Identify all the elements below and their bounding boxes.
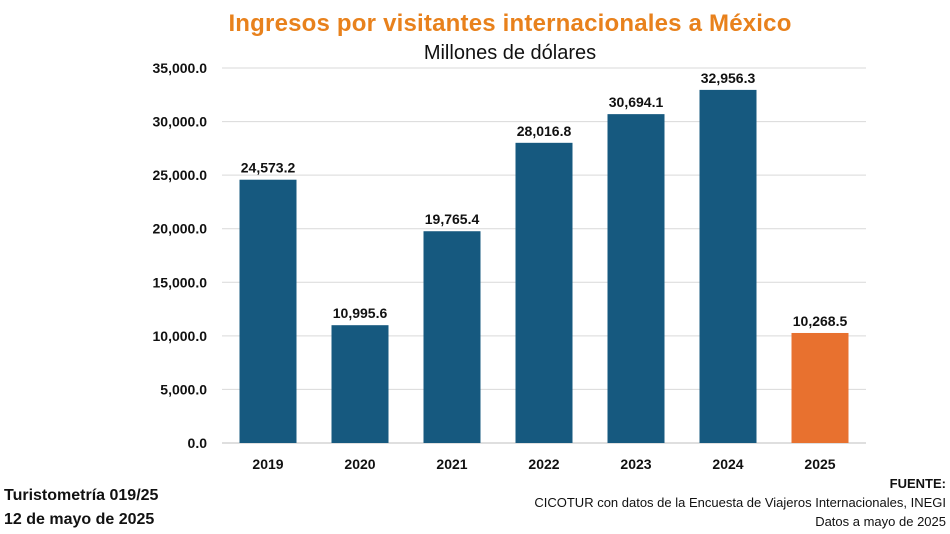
source-heading: FUENTE:	[889, 476, 946, 491]
data-label: 10,268.5	[793, 313, 848, 329]
x-tick-label: 2024	[712, 456, 743, 472]
footer-left: Turistometría 019/25 12 de mayo de 2025	[4, 484, 158, 532]
bar-2022	[515, 142, 573, 443]
data-label: 10,995.6	[333, 305, 388, 321]
x-tick-label: 2023	[620, 456, 651, 472]
y-tick-label: 0.0	[188, 435, 208, 451]
chart-subtitle: Millones de dólares	[423, 42, 597, 64]
bar-2021	[423, 231, 481, 443]
bar-2019	[239, 179, 297, 444]
y-tick-label: 15,000.0	[153, 274, 208, 290]
x-tick-label: 2020	[344, 456, 375, 472]
data-label: 19,765.4	[425, 211, 480, 227]
report-id: Turistometría 019/25	[4, 487, 159, 504]
bar-2025	[791, 332, 849, 443]
y-tick-label: 35,000.0	[153, 60, 208, 76]
data-label: 24,573.2	[241, 160, 296, 176]
source-text: CICOTUR con datos de la Encuesta de Viaj…	[534, 495, 946, 510]
bar-2020	[331, 325, 389, 443]
y-tick-label: 25,000.0	[153, 167, 208, 183]
x-tick-label: 2025	[804, 456, 835, 472]
bar-2024	[699, 89, 757, 443]
chart-title: Ingresos por visitantes internacionales …	[228, 10, 792, 37]
x-tick-label: 2021	[436, 456, 467, 472]
y-tick-label: 20,000.0	[153, 221, 208, 237]
source-date: Datos a mayo de 2025	[815, 514, 946, 529]
bar-2023	[607, 114, 665, 443]
y-tick-label: 5,000.0	[160, 381, 207, 397]
data-label: 28,016.8	[517, 123, 572, 139]
source-note: FUENTE: CICOTUR con datos de la Encuesta…	[534, 474, 946, 531]
report-date: 12 de mayo de 2025	[4, 511, 155, 528]
y-tick-label: 30,000.0	[153, 114, 208, 130]
data-label: 32,956.3	[701, 70, 756, 86]
data-label: 30,694.1	[609, 94, 664, 110]
x-tick-label: 2019	[252, 456, 283, 472]
y-tick-label: 10,000.0	[153, 328, 208, 344]
x-tick-label: 2022	[528, 456, 559, 472]
